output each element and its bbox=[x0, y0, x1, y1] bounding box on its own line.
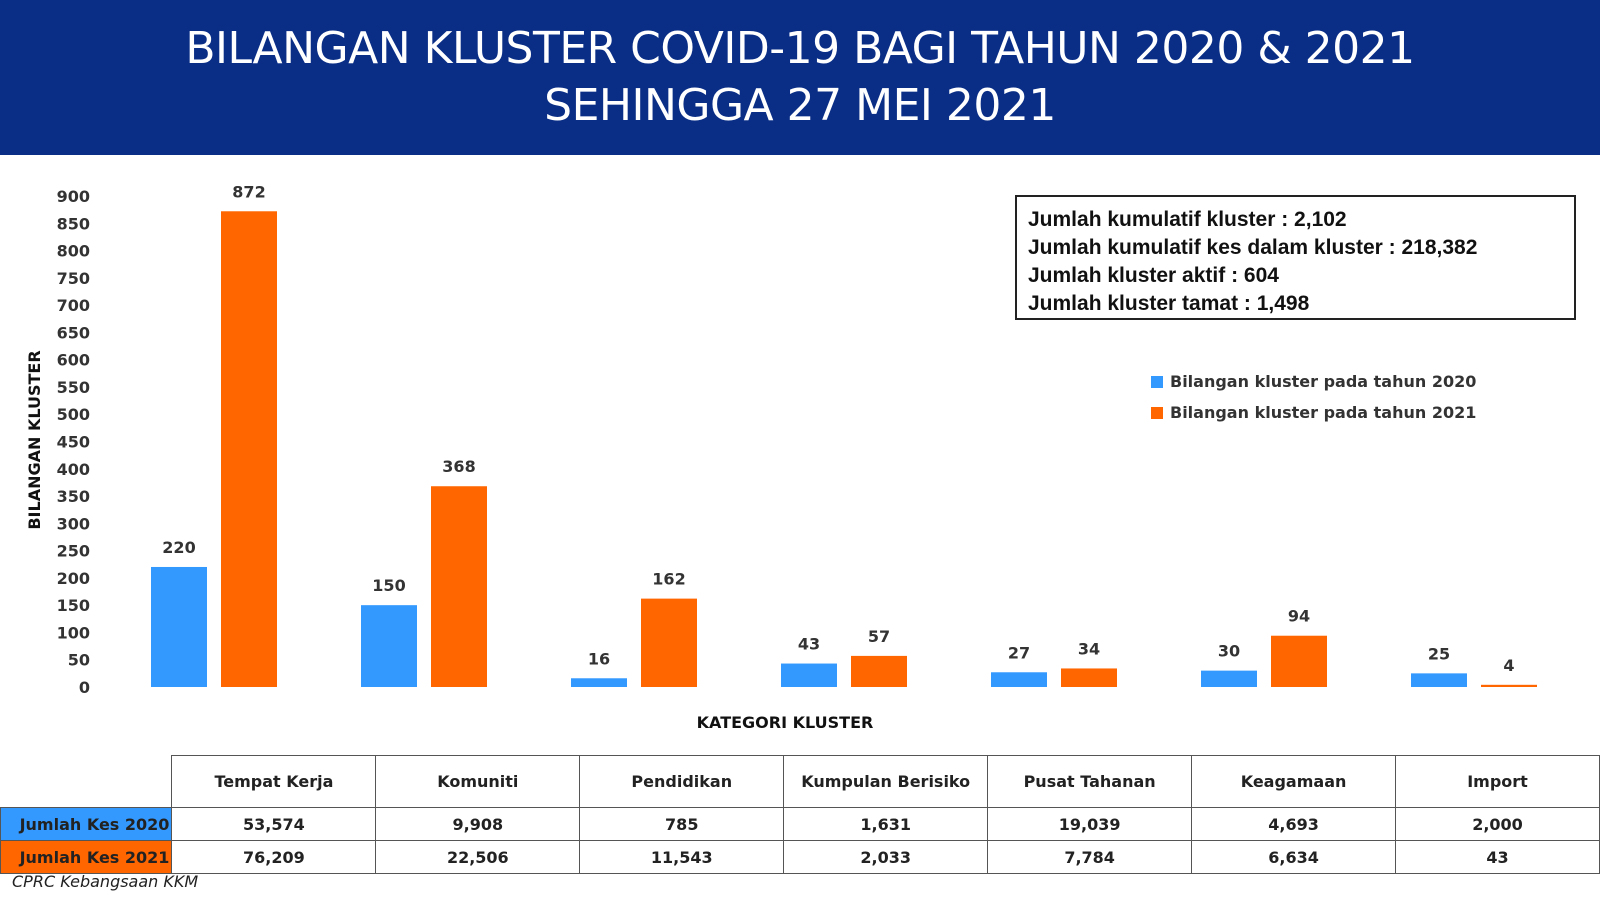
source-note: CPRC Kebangsaan KKM bbox=[12, 872, 199, 891]
summary-line: Jumlah kumulatif kluster : 2,102 bbox=[1028, 208, 1347, 231]
y-tick-label: 900 bbox=[57, 187, 90, 206]
legend-item-2020: Bilangan kluster pada tahun 2020 bbox=[1151, 366, 1476, 397]
x-axis-label: KATEGORI KLUSTER bbox=[697, 713, 874, 732]
bar-2021 bbox=[641, 598, 697, 687]
table-cell: 43 bbox=[1395, 840, 1600, 874]
data-label: 162 bbox=[652, 570, 685, 589]
y-tick-label: 150 bbox=[57, 596, 90, 615]
y-tick-label: 300 bbox=[57, 514, 90, 533]
chart-title-line2: SEHINGGA 27 MEI 2021 bbox=[544, 80, 1056, 131]
cases-table: Tempat Kerja Komuniti Pendidikan Kumpula… bbox=[0, 755, 1600, 874]
table-cell: 9,908 bbox=[375, 807, 581, 841]
table-cell: 6,634 bbox=[1191, 840, 1397, 874]
y-tick-label: 450 bbox=[57, 433, 90, 452]
y-tick-label: 200 bbox=[57, 569, 90, 588]
y-axis-label: BILANGAN KLUSTER bbox=[25, 350, 44, 529]
data-label: 368 bbox=[442, 457, 475, 476]
summary-line: Jumlah kluster aktif : 604 bbox=[1028, 264, 1279, 287]
table-header: Kumpulan Berisiko bbox=[783, 755, 989, 808]
legend-swatch-2020 bbox=[1151, 375, 1163, 388]
y-tick-label: 550 bbox=[57, 378, 90, 397]
table-cell: 7,784 bbox=[987, 840, 1193, 874]
legend-label-2020: Bilangan kluster pada tahun 2020 bbox=[1170, 372, 1477, 391]
table-cell: 76,209 bbox=[171, 840, 377, 874]
y-tick-label: 0 bbox=[79, 678, 90, 697]
summary-box: Jumlah kumulatif kluster : 2,102 Jumlah … bbox=[1015, 195, 1576, 320]
legend-item-2021: Bilangan kluster pada tahun 2021 bbox=[1151, 397, 1476, 428]
table-header: Pendidikan bbox=[579, 755, 785, 808]
table-corner bbox=[0, 755, 172, 808]
y-tick-label: 850 bbox=[57, 214, 90, 233]
table-cell: 2,033 bbox=[783, 840, 989, 874]
table-cell: 1,631 bbox=[783, 807, 989, 841]
table-cell: 19,039 bbox=[987, 807, 1193, 841]
data-label: 16 bbox=[588, 649, 610, 668]
table-cell: 53,574 bbox=[171, 807, 377, 841]
table-header: Keagamaan bbox=[1191, 755, 1397, 808]
chart-title-line1: BILANGAN KLUSTER COVID-19 BAGI TAHUN 202… bbox=[185, 23, 1415, 74]
bar-2021 bbox=[1481, 684, 1537, 687]
y-tick-label: 400 bbox=[57, 460, 90, 479]
summary-line: Jumlah kluster tamat : 1,498 bbox=[1028, 292, 1310, 315]
bar-2021 bbox=[1271, 635, 1327, 687]
bar-2021 bbox=[1061, 668, 1117, 687]
bar-2021 bbox=[221, 211, 277, 687]
y-tick-label: 500 bbox=[57, 405, 90, 424]
y-tick-label: 50 bbox=[68, 651, 90, 670]
table-cell: 785 bbox=[579, 807, 785, 841]
data-label: 43 bbox=[798, 635, 820, 654]
bar-2020 bbox=[571, 678, 627, 687]
y-tick-label: 800 bbox=[57, 242, 90, 261]
y-tick-label: 650 bbox=[57, 323, 90, 342]
bar-2020 bbox=[1411, 673, 1467, 687]
row-label-2020: Jumlah Kes 2020 bbox=[0, 807, 173, 841]
table-cell: 2,000 bbox=[1395, 807, 1600, 841]
table-cell: 22,506 bbox=[375, 840, 581, 874]
data-label: 30 bbox=[1218, 642, 1240, 661]
data-label: 34 bbox=[1078, 639, 1100, 658]
table-header: Komuniti bbox=[375, 755, 581, 808]
y-tick-label: 350 bbox=[57, 487, 90, 506]
row-label-2021: Jumlah Kes 2021 bbox=[0, 840, 173, 874]
table-row: Jumlah Kes 2021 76,209 22,506 11,543 2,0… bbox=[0, 840, 1600, 874]
data-labels: 220 872 150 368 16 162 43 57 27 34 30 94 25 4 bbox=[162, 182, 1514, 675]
data-label: 4 bbox=[1503, 656, 1514, 675]
y-tick-label: 600 bbox=[57, 351, 90, 370]
data-label: 220 bbox=[162, 538, 195, 557]
data-label: 27 bbox=[1008, 643, 1030, 662]
y-tick-label: 100 bbox=[57, 623, 90, 642]
bar-2021 bbox=[851, 655, 907, 687]
data-label: 94 bbox=[1288, 607, 1310, 626]
legend: Bilangan kluster pada tahun 2020 Bilanga… bbox=[1151, 366, 1476, 428]
table-header-row: Tempat Kerja Komuniti Pendidikan Kumpula… bbox=[0, 755, 1600, 808]
data-label: 150 bbox=[372, 576, 405, 595]
bar-2020 bbox=[991, 672, 1047, 687]
bar-2020 bbox=[151, 566, 207, 687]
bar-2021 bbox=[431, 486, 487, 687]
bars bbox=[151, 211, 1537, 687]
y-tick-label: 700 bbox=[57, 296, 90, 315]
table-cell: 4,693 bbox=[1191, 807, 1397, 841]
bar-2020 bbox=[781, 663, 837, 687]
y-axis: 0 50 100 150 200 250 300 350 400 450 500 550 600 650 7… bbox=[57, 187, 90, 697]
data-label: 57 bbox=[868, 627, 890, 646]
summary-line: Jumlah kumulatif kes dalam kluster : 218… bbox=[1028, 236, 1478, 259]
data-label: 25 bbox=[1428, 644, 1450, 663]
table-header: Tempat Kerja bbox=[171, 755, 377, 808]
bar-2020 bbox=[361, 605, 417, 687]
table-cell: 11,543 bbox=[579, 840, 785, 874]
bar-chart: 0 50 100 150 200 250 300 350 400 450 500 550 600 650 7… bbox=[25, 182, 1537, 732]
data-label: 872 bbox=[232, 182, 265, 201]
bar-2020 bbox=[1201, 670, 1257, 687]
y-tick-label: 250 bbox=[57, 542, 90, 561]
title-banner: BILANGAN KLUSTER COVID-19 BAGI TAHUN 202… bbox=[0, 0, 1600, 155]
table-header: Import bbox=[1395, 755, 1600, 808]
table-header: Pusat Tahanan bbox=[987, 755, 1193, 808]
table-row: Jumlah Kes 2020 53,574 9,908 785 1,631 1… bbox=[0, 807, 1600, 841]
legend-label-2021: Bilangan kluster pada tahun 2021 bbox=[1170, 403, 1477, 422]
legend-swatch-2021 bbox=[1151, 406, 1163, 419]
y-tick-label: 750 bbox=[57, 269, 90, 288]
